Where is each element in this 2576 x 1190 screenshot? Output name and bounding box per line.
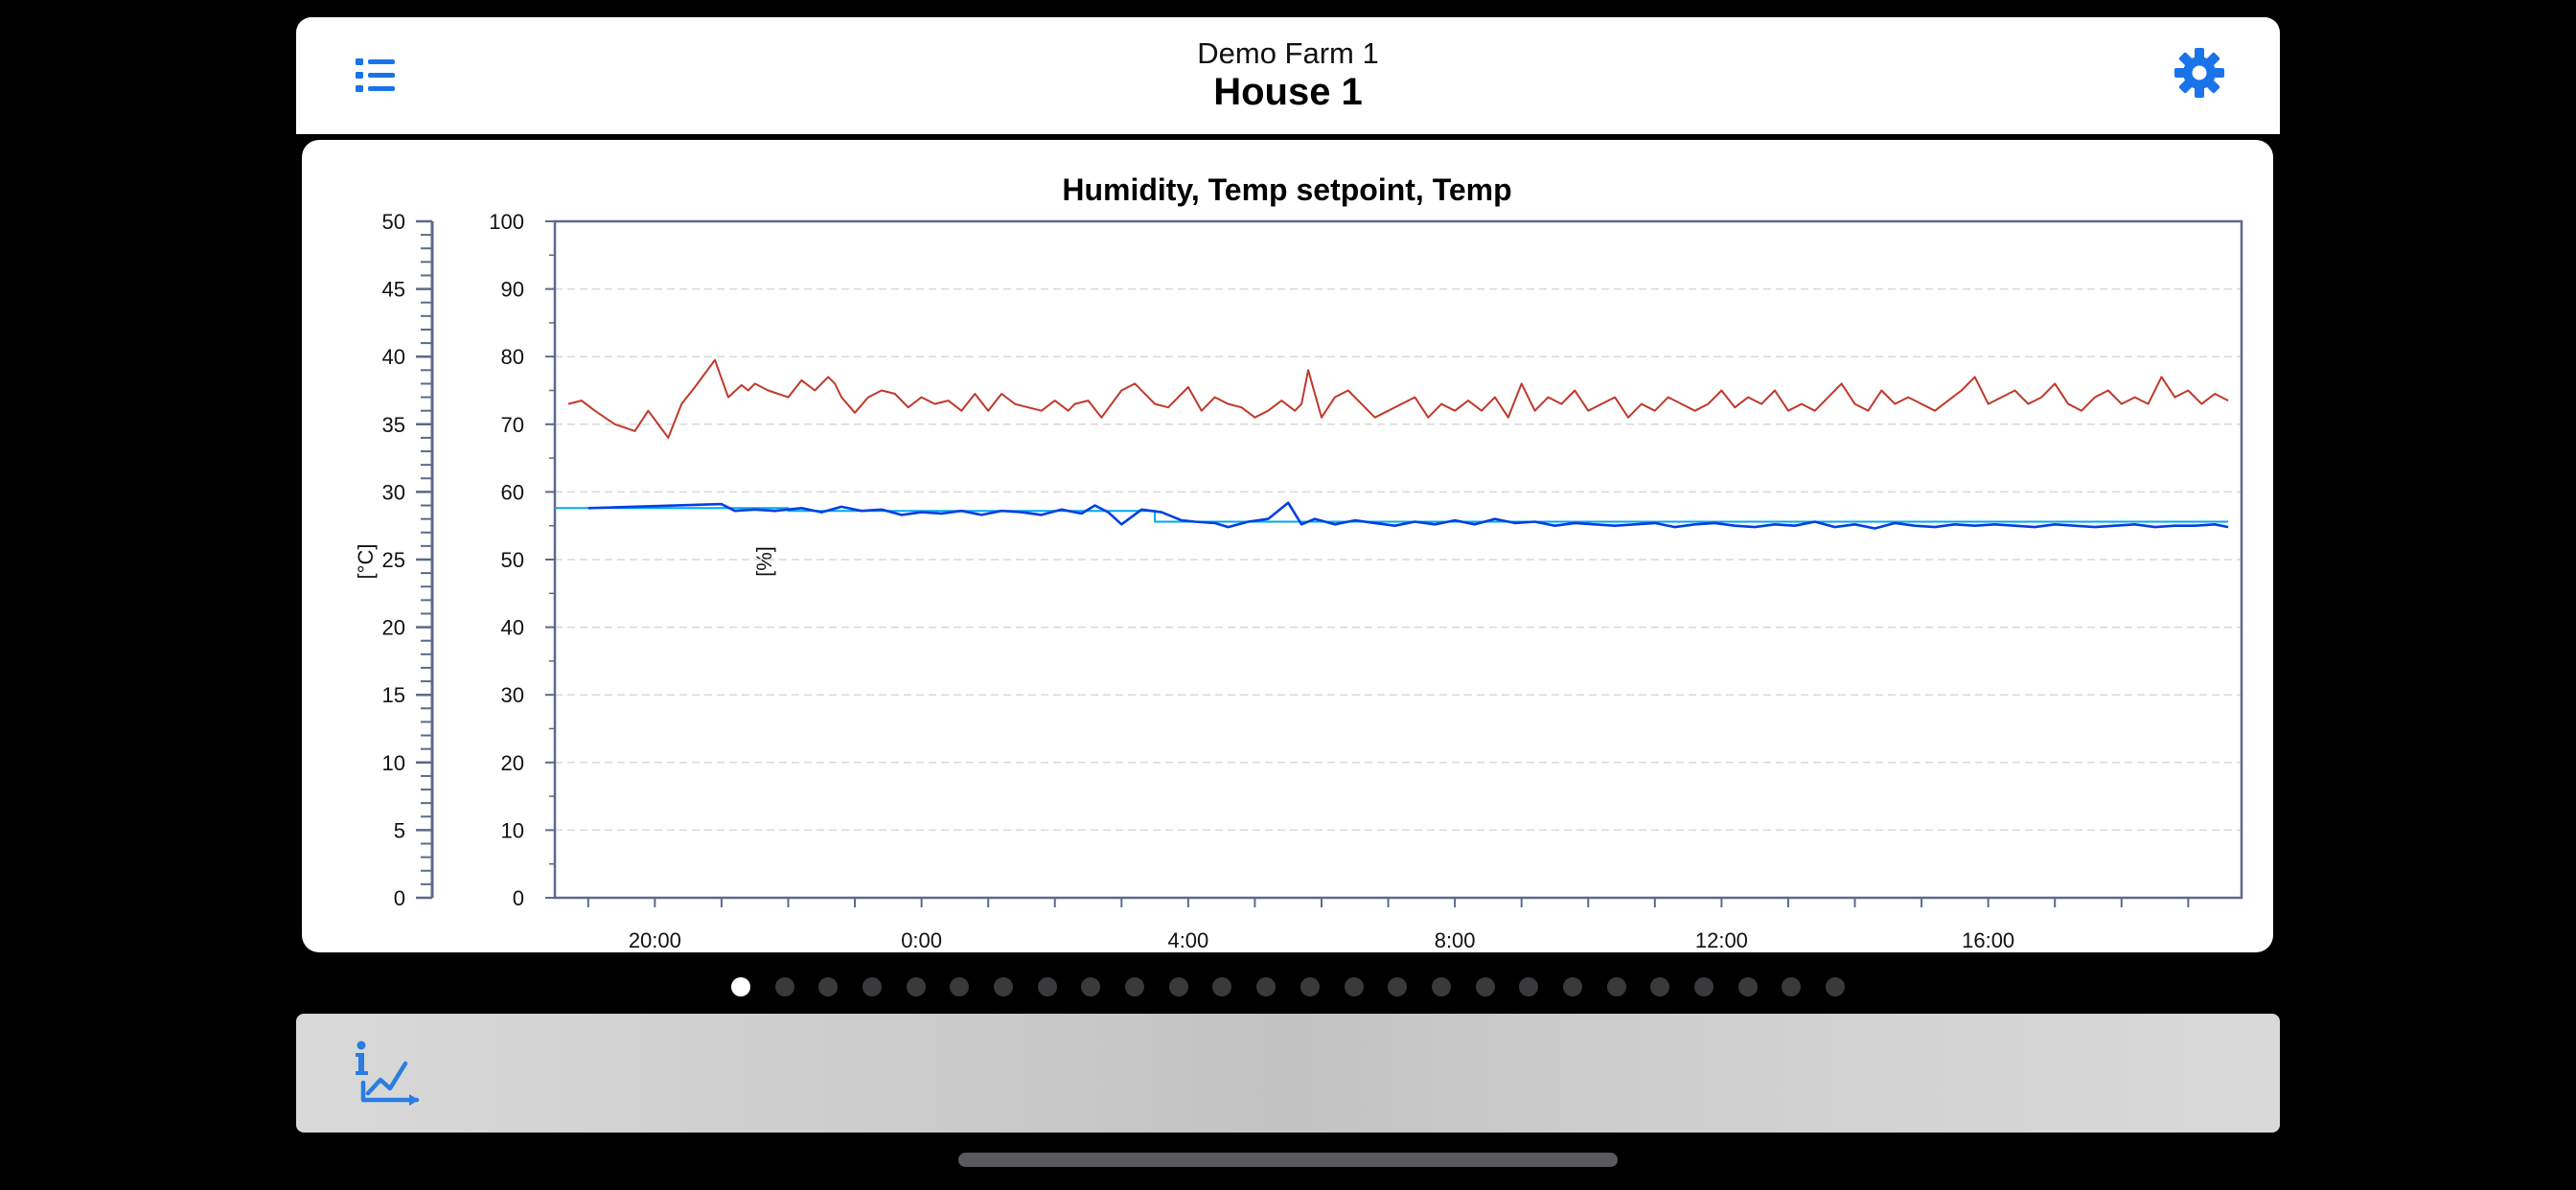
page-dot[interactable]	[1431, 977, 1451, 996]
percent-tick-label: 40	[501, 616, 524, 640]
page-dot[interactable]	[1650, 977, 1670, 996]
series-line-2	[587, 501, 2229, 530]
percent-axis-label: [%]	[752, 546, 776, 577]
page-dot[interactable]	[1475, 977, 1495, 996]
page-dot[interactable]	[1256, 977, 1276, 996]
series-line-0	[567, 358, 2229, 439]
page-dot[interactable]	[1125, 977, 1145, 996]
percent-tick-label: 100	[489, 210, 524, 234]
celsius-tick-label: 25	[382, 548, 405, 572]
x-tick-label: 12:00	[1695, 928, 1748, 952]
celsius-tick-label: 45	[382, 278, 405, 302]
page-dot[interactable]	[1081, 977, 1101, 996]
x-tick-label: 20:00	[629, 928, 681, 952]
page-dot[interactable]	[1826, 977, 1846, 996]
percent-tick-label: 10	[501, 818, 524, 842]
page-dot[interactable]	[950, 977, 970, 996]
percent-tick-label: 60	[501, 480, 524, 504]
chart-card: Humidity, Temp setpoint, Temp [°C] [%] 0…	[302, 140, 2273, 952]
page-dot[interactable]	[1388, 977, 1408, 996]
page-dot[interactable]	[1519, 977, 1539, 996]
bottom-toolbar	[296, 1014, 2280, 1133]
page-dot[interactable]	[1782, 977, 1802, 996]
celsius-tick-label: 35	[382, 413, 405, 437]
page-dot[interactable]	[818, 977, 839, 996]
chart[interactable]: Humidity, Temp setpoint, Temp [°C] [%] 0…	[302, 140, 2273, 952]
celsius-tick-label: 0	[394, 886, 405, 910]
celsius-axis-label: [°C]	[354, 544, 378, 580]
list-icon[interactable]	[354, 56, 398, 96]
page-dot[interactable]	[1562, 977, 1582, 996]
page-dot[interactable]	[906, 977, 926, 996]
celsius-tick-label: 50	[382, 210, 405, 234]
page-dot[interactable]	[994, 977, 1014, 996]
percent-tick-label: 70	[501, 413, 524, 437]
percent-tick-label: 80	[501, 345, 524, 369]
page-indicator[interactable]	[0, 977, 2576, 1000]
percent-tick-label: 0	[513, 886, 524, 910]
page-dot[interactable]	[730, 977, 750, 996]
celsius-tick-label: 40	[382, 345, 405, 369]
farm-name: Demo Farm 1	[1197, 36, 1379, 70]
page-dot[interactable]	[1212, 977, 1232, 996]
celsius-tick-label: 10	[382, 751, 405, 775]
page-dot[interactable]	[1694, 977, 1714, 996]
app-header: Demo Farm 1 House 1	[296, 17, 2280, 134]
page-dot[interactable]	[774, 977, 794, 996]
percent-tick-label: 30	[501, 683, 524, 707]
x-tick-label: 4:00	[1167, 928, 1208, 952]
percent-tick-label: 50	[501, 548, 524, 572]
page-dot[interactable]	[1737, 977, 1758, 996]
celsius-tick-label: 5	[394, 818, 405, 842]
chart-title: Humidity, Temp setpoint, Temp	[1062, 172, 1511, 207]
page-dot[interactable]	[1344, 977, 1364, 996]
page-dot[interactable]	[1606, 977, 1626, 996]
house-title: House 1	[1213, 71, 1363, 113]
celsius-tick-label: 30	[382, 480, 405, 504]
x-tick-label: 0:00	[901, 928, 942, 952]
page-dot[interactable]	[1037, 977, 1057, 996]
x-tick-label: 16:00	[1962, 928, 2014, 952]
x-tick-label: 8:00	[1435, 928, 1476, 952]
home-indicator[interactable]	[958, 1153, 1618, 1167]
celsius-tick-label: 20	[382, 616, 405, 640]
series-line-1	[555, 507, 2229, 523]
page-dot[interactable]	[1168, 977, 1188, 996]
percent-tick-label: 20	[501, 751, 524, 775]
celsius-tick-label: 15	[382, 683, 405, 707]
percent-tick-label: 90	[501, 278, 524, 302]
info-chart-icon[interactable]	[354, 1039, 421, 1108]
gear-icon[interactable]	[2173, 46, 2226, 100]
page-dot[interactable]	[1300, 977, 1320, 996]
page-dot[interactable]	[862, 977, 882, 996]
